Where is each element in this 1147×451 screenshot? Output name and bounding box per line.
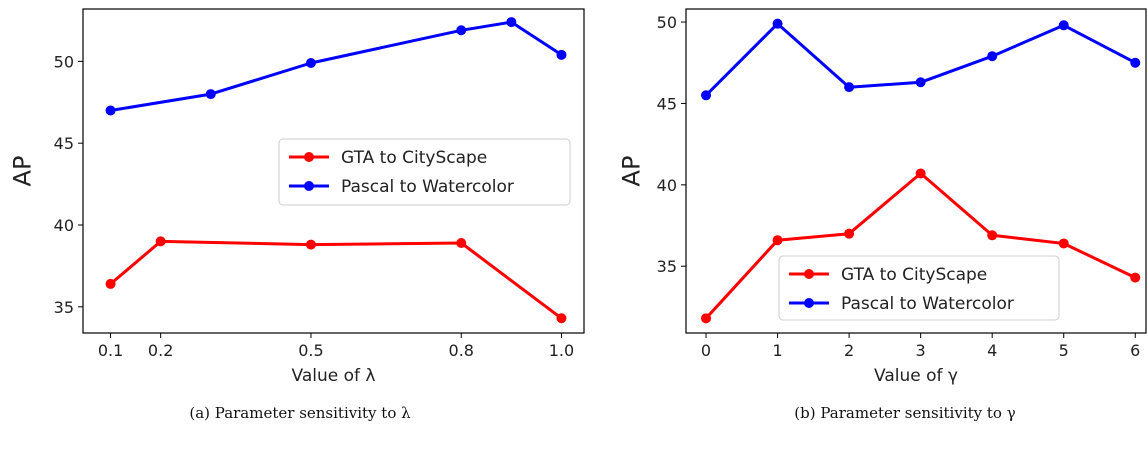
plot-frame — [82, 8, 585, 334]
data-point — [987, 230, 998, 241]
data-point — [772, 18, 783, 29]
data-point — [844, 228, 855, 239]
data-point — [105, 278, 116, 289]
data-point — [844, 82, 855, 93]
data-point — [456, 25, 467, 36]
data-point — [915, 168, 926, 179]
x-axis-label: Value of λ — [292, 366, 376, 386]
legend-label: GTA to CityScape — [341, 148, 487, 168]
y-tick-label: 50 — [54, 52, 74, 71]
chart-lambda: 0.1 0.2 0.5 0.8 1.0 35 40 45 50 Value of λ AP GTA t… — [8, 8, 585, 422]
data-point — [987, 51, 998, 62]
y-tick-label: 35 — [657, 257, 677, 276]
y-tick-label: 40 — [657, 176, 677, 195]
x-tick-label: 5 — [1059, 341, 1069, 360]
data-point — [456, 238, 467, 248]
x-tick-label: 0.5 — [298, 341, 323, 360]
data-point — [305, 239, 316, 250]
data-point — [1058, 20, 1069, 31]
legend-label: GTA to CityScape — [841, 265, 987, 285]
x-tick-label: 6 — [1130, 341, 1140, 360]
x-tick-label: 0 — [701, 341, 711, 360]
data-point — [1058, 238, 1069, 249]
data-point — [915, 77, 926, 88]
y-tick-label: 50 — [657, 13, 677, 32]
y-tick-label: 40 — [54, 216, 74, 235]
data-point — [506, 17, 517, 28]
data-point — [205, 89, 216, 100]
y-axis-label: AP — [617, 156, 645, 187]
data-point — [1130, 272, 1141, 283]
data-point — [305, 58, 316, 68]
plot-frame — [685, 8, 1147, 334]
data-point — [155, 236, 166, 247]
legend-marker — [304, 181, 314, 191]
data-point — [701, 313, 712, 324]
data-point — [1130, 57, 1141, 68]
x-tick-label: 0.8 — [449, 341, 474, 360]
y-tick-label: 45 — [657, 94, 677, 113]
series-line-pascal-to-watercolor — [110, 20, 563, 112]
x-tick-label: 3 — [916, 341, 926, 360]
x-axis-label: Value of γ — [874, 366, 958, 386]
x-tick-label: 1.0 — [549, 341, 574, 360]
legend-box — [278, 138, 571, 206]
x-tick-label: 4 — [987, 341, 997, 360]
legend-box — [778, 255, 1060, 321]
data-point — [556, 313, 567, 324]
data-point — [701, 90, 712, 101]
data-point — [556, 49, 567, 60]
figure-caption: (a) Parameter sensitivity to λ — [189, 404, 411, 422]
y-axis-label: AP — [8, 156, 36, 187]
legend-label: Pascal to Watercolor — [841, 294, 1014, 314]
y-tick-label: 35 — [54, 298, 74, 317]
legend-label: Pascal to Watercolor — [341, 177, 514, 197]
data-point — [105, 105, 116, 116]
x-tick-label: 0.1 — [98, 341, 123, 360]
x-tick-label: 2 — [844, 341, 854, 360]
legend-marker — [804, 298, 814, 308]
figure-caption: (b) Parameter sensitivity to γ — [794, 404, 1015, 422]
y-tick-label: 45 — [54, 134, 74, 153]
series-line-gta-to-cityscape — [109, 239, 563, 320]
x-tick-label: 1 — [772, 341, 782, 360]
data-point — [772, 235, 783, 246]
legend-marker — [804, 269, 814, 279]
legend-marker — [304, 152, 314, 162]
x-tick-label: 0.2 — [148, 341, 173, 360]
